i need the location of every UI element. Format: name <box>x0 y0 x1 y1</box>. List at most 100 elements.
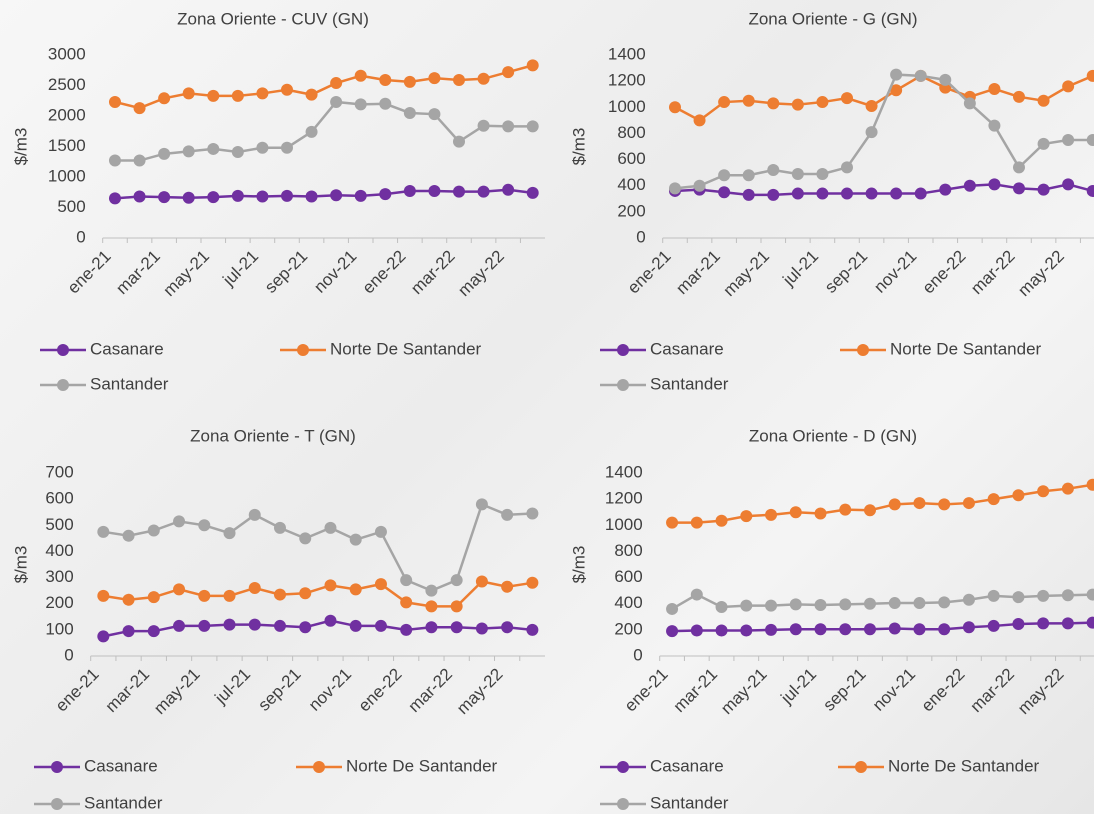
data-point <box>526 576 539 589</box>
data-point <box>349 533 362 546</box>
data-point <box>767 164 780 177</box>
data-point <box>182 191 195 204</box>
data-point <box>1086 133 1094 146</box>
data-point <box>305 190 318 203</box>
series-line <box>672 483 1093 524</box>
data-point <box>502 66 515 79</box>
x-tick-label: may-21 <box>150 665 204 719</box>
data-point <box>97 525 110 538</box>
data-point <box>1012 161 1025 174</box>
data-point <box>526 120 539 133</box>
legend-label: Santander <box>650 793 729 812</box>
y-tick-label: 500 <box>45 515 73 534</box>
data-point <box>526 186 539 199</box>
data-point <box>888 498 901 511</box>
chart-title: Zona Oriente - T (GN) <box>190 426 356 445</box>
data-point <box>913 623 926 636</box>
data-point <box>1037 94 1050 107</box>
data-point <box>248 618 261 631</box>
data-point <box>158 92 171 105</box>
data-point <box>987 493 1000 506</box>
data-point <box>133 190 146 203</box>
series-line <box>674 74 1094 122</box>
chart-title: Zona Oriente - D (GN) <box>749 426 917 445</box>
data-point <box>182 145 195 158</box>
data-point <box>526 507 539 520</box>
data-point <box>814 623 827 636</box>
x-tick-label: jul-21 <box>779 247 823 291</box>
data-point <box>1012 182 1025 195</box>
x-tick-label: mar-22 <box>407 247 459 299</box>
data-point <box>97 589 110 602</box>
data-point <box>1037 617 1050 630</box>
data-point <box>223 618 236 631</box>
series-line <box>672 621 1093 633</box>
data-point <box>863 623 876 636</box>
data-point <box>330 77 343 90</box>
data-point <box>400 574 413 587</box>
data-point <box>280 189 293 202</box>
data-point <box>330 189 343 202</box>
legend-label: Norte De Santander <box>888 756 1040 775</box>
data-point <box>198 589 211 602</box>
data-point <box>248 508 261 521</box>
data-point <box>668 182 681 195</box>
legend-label: Santander <box>650 374 729 393</box>
data-point <box>938 596 951 609</box>
data-point <box>814 599 827 612</box>
data-point <box>379 74 392 87</box>
legend-marker <box>51 761 63 773</box>
data-point <box>914 187 927 200</box>
data-point <box>198 619 211 632</box>
data-point <box>256 87 269 100</box>
series-line <box>674 183 1094 197</box>
data-point <box>690 588 703 601</box>
legend-label: Santander <box>90 374 169 393</box>
data-point <box>475 622 488 635</box>
data-point <box>690 624 703 637</box>
data-point <box>1012 617 1025 630</box>
data-point <box>913 597 926 610</box>
data-point <box>299 587 312 600</box>
data-point <box>693 114 706 127</box>
data-point <box>963 179 976 192</box>
data-point <box>108 192 121 205</box>
data-point <box>1037 589 1050 602</box>
data-point <box>425 600 438 613</box>
legend-marker <box>857 344 869 356</box>
data-point <box>715 514 728 527</box>
series-line <box>674 73 1093 190</box>
legend-label: Casanare <box>650 339 724 358</box>
chart-title: Zona Oriente - CUV (GN) <box>177 9 369 28</box>
legend-marker <box>617 344 629 356</box>
data-point <box>450 600 463 613</box>
data-point <box>839 503 852 516</box>
data-point <box>939 73 952 86</box>
data-point <box>888 622 901 635</box>
data-point <box>865 126 878 139</box>
data-point <box>502 120 515 133</box>
data-point <box>767 188 780 201</box>
data-point <box>450 621 463 634</box>
x-tick-label: mar-22 <box>967 665 1019 717</box>
data-point <box>789 506 802 519</box>
legend-marker <box>57 344 69 356</box>
data-point <box>1012 591 1025 604</box>
y-tick-label: 200 <box>614 619 642 638</box>
data-point <box>133 154 146 167</box>
data-point <box>987 619 1000 632</box>
data-point <box>890 84 903 97</box>
data-point <box>280 83 293 96</box>
data-point <box>450 574 463 587</box>
y-tick-label: 1000 <box>605 515 643 534</box>
x-tick-label: ene-21 <box>64 247 115 298</box>
x-tick-label: mar-21 <box>102 665 154 717</box>
data-point <box>324 614 337 627</box>
data-point <box>1061 617 1074 630</box>
legend-marker <box>617 761 629 773</box>
y-tick-label: 0 <box>636 227 645 246</box>
data-point <box>963 97 976 110</box>
legend-marker <box>617 379 629 391</box>
y-tick-label: 800 <box>617 123 645 142</box>
